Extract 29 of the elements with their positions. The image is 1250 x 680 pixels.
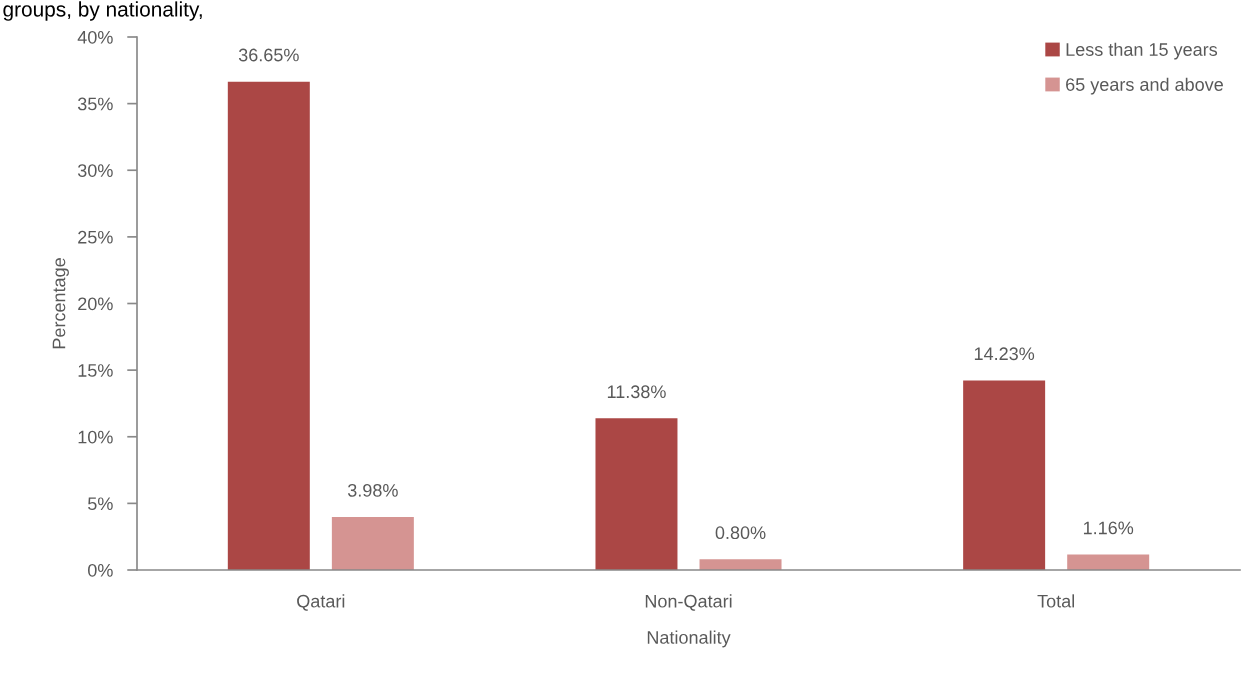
- y-tick-label: 0%: [88, 563, 113, 577]
- bar: [331, 516, 414, 570]
- x-tick-label: Non-Qatari: [645, 594, 732, 611]
- data-label: 14.23%: [974, 347, 1035, 361]
- data-label: 1.16%: [1083, 521, 1134, 535]
- legend-label: 65 years and above: [1066, 77, 1223, 95]
- y-tick-label: 25%: [78, 230, 113, 244]
- x-tick-label: Qatari: [297, 594, 345, 611]
- bar: [595, 418, 678, 570]
- bar: [1067, 554, 1150, 570]
- bar: [963, 380, 1046, 570]
- data-label: 36.65%: [238, 48, 299, 62]
- y-tick-label: 15%: [78, 364, 113, 377]
- x-tick-label: Total: [1037, 594, 1075, 608]
- x-axis-title: Nationality: [647, 630, 731, 648]
- y-tick-label: 35%: [77, 97, 113, 111]
- y-tick-label: 20%: [78, 297, 113, 311]
- y-tick-label: 10%: [78, 430, 113, 444]
- y-tick-label: 40%: [77, 30, 113, 44]
- bar: [699, 559, 782, 570]
- data-label: 3.98%: [347, 483, 398, 497]
- bar: [227, 81, 310, 570]
- legend-label: Less than 15 years: [1066, 42, 1218, 60]
- y-tick-label: 5%: [88, 497, 113, 511]
- data-label: 11.38%: [607, 385, 666, 399]
- y-axis-title: Percentage: [52, 258, 69, 349]
- chart-title: groups, by nationality,: [3, 1, 202, 21]
- data-label: 0.80%: [715, 526, 766, 540]
- y-tick-label: 30%: [77, 164, 113, 177]
